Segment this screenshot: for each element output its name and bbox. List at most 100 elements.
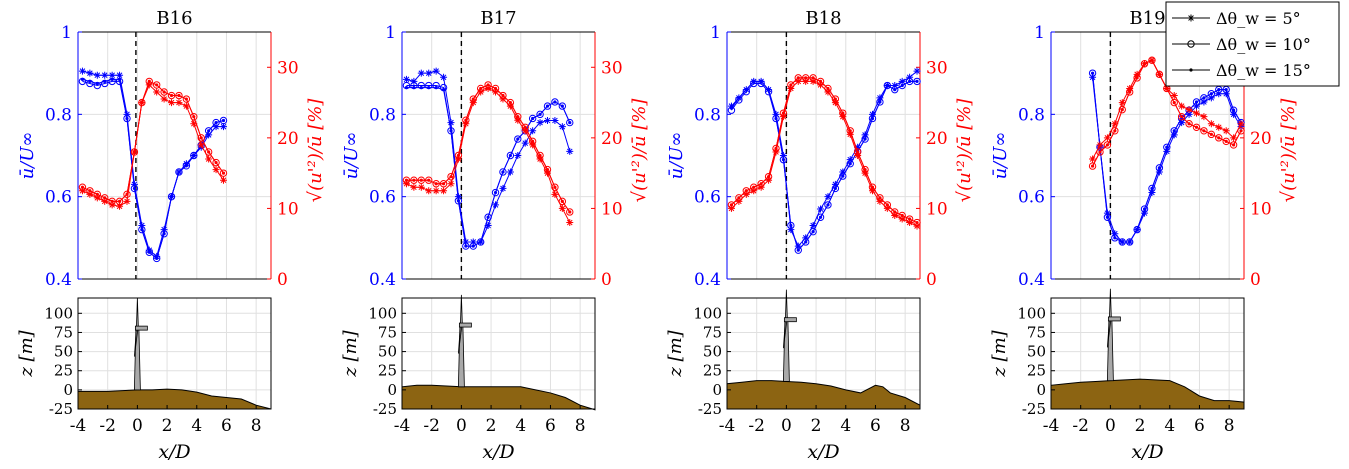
turbulence-data-point — [868, 183, 877, 191]
right-axis-label: √(u'²)/ū [%] — [1278, 98, 1299, 203]
turbulence-data-point — [1098, 150, 1102, 154]
velocity-data-point — [427, 85, 431, 90]
velocity-data-point — [419, 85, 423, 90]
right-tick-label: 20 — [277, 129, 299, 149]
velocity-series-line — [82, 80, 224, 260]
z-axis-label: z [m] — [340, 329, 361, 377]
turbulence-data-point — [1237, 120, 1245, 128]
bottom-axes-frame — [1050, 297, 1245, 410]
left-tick-label: 0.4 — [694, 270, 721, 290]
turbulence-data-point — [1180, 115, 1184, 119]
turbulence-series-line — [82, 80, 224, 202]
velocity-data-point — [1148, 184, 1156, 193]
velocity-data-point — [1222, 90, 1230, 98]
z-tick-label: 100 — [368, 304, 397, 322]
x-tick-label: 2 — [811, 416, 822, 436]
left-tick-label: 0.6 — [694, 188, 721, 208]
velocity-data-point — [417, 69, 425, 77]
terrain-profile — [77, 388, 272, 410]
turbulence-data-point — [221, 171, 226, 175]
velocity-data-point — [553, 100, 557, 104]
x-tick-label: 2 — [1135, 416, 1146, 436]
turbulence-data-point — [169, 93, 174, 98]
velocity-data-point — [412, 85, 416, 90]
turbulence-data-point — [207, 150, 211, 154]
velocity-data-point — [833, 186, 837, 191]
turbulence-data-point — [486, 83, 490, 87]
turbulence-data-point — [757, 180, 765, 188]
panel-title: B16 — [156, 8, 192, 29]
turbulence-data-point — [779, 109, 788, 117]
turbulence-data-point — [883, 201, 892, 209]
turbulence-data-point — [160, 95, 168, 103]
velocity-data-point — [182, 162, 191, 170]
x-tick-label: -4 — [719, 416, 736, 436]
velocity-data-point — [824, 193, 832, 201]
velocity-data-point — [1172, 129, 1176, 133]
z-tick-label: 50 — [703, 343, 722, 361]
velocity-data-point — [175, 168, 183, 176]
velocity-data-point — [558, 123, 566, 131]
velocity-data-point — [152, 254, 161, 263]
turbulence-data-point — [427, 178, 431, 182]
velocity-series-line — [731, 70, 918, 247]
bottom-axes-frame — [401, 297, 596, 410]
velocity-data-point — [870, 116, 875, 121]
x-axis-label: x/D — [158, 441, 190, 463]
turbine-blade-up — [135, 297, 139, 330]
legend: Δθ_w = 5° Δθ_w = 10° Δθ_w = 15° — [1165, 1, 1340, 87]
turbulence-data-point — [1177, 112, 1186, 121]
velocity-data-point — [1229, 106, 1238, 114]
turbulence-series-line — [731, 77, 918, 223]
turbulence-data-point — [125, 192, 129, 196]
turbulence-data-point — [566, 208, 574, 216]
velocity-data-point — [108, 71, 116, 79]
turbulence-data-point — [95, 192, 99, 196]
turbulence-data-point — [88, 189, 92, 193]
velocity-data-point — [501, 170, 505, 174]
velocity-data-point — [155, 256, 159, 261]
velocity-data-point — [447, 119, 455, 127]
right-tick-label: 0 — [277, 270, 288, 290]
turbulence-data-point — [1103, 141, 1112, 149]
left-tick-label: 0.6 — [1018, 188, 1045, 208]
bottom-axes-frame — [726, 297, 921, 410]
turbulence-data-point — [870, 185, 875, 189]
velocity-data-point — [212, 118, 220, 127]
x-tick-label: 8 — [575, 416, 586, 436]
x-tick-label: 0 — [132, 416, 143, 436]
velocity-data-point — [514, 135, 522, 143]
velocity-data-point — [1141, 209, 1149, 217]
velocity-data-point — [781, 158, 786, 162]
turbine-tower — [133, 328, 141, 391]
turbulence-data-point — [816, 77, 825, 86]
turbulence-series-line — [82, 80, 224, 202]
velocity-data-point — [1150, 186, 1154, 191]
velocity-data-point — [78, 67, 86, 75]
velocity-data-point — [529, 127, 537, 135]
velocity-data-point — [1157, 166, 1161, 170]
velocity-data-point — [145, 248, 153, 256]
right-tick-label: 10 — [277, 199, 299, 219]
turbulence-data-point — [1207, 130, 1216, 139]
turbulence-data-point — [1215, 123, 1223, 131]
x-tick-label: 4 — [1164, 416, 1175, 436]
turbulence-data-point — [727, 201, 736, 209]
turbulence-data-point — [1207, 120, 1215, 128]
velocity-data-point — [824, 201, 832, 209]
turbulence-data-point — [528, 137, 537, 146]
velocity-series-line — [731, 80, 918, 252]
turbine-blade-up — [784, 289, 788, 321]
turbulence-data-point — [1089, 155, 1097, 163]
right-tick-label: 0 — [926, 270, 937, 290]
turbine-blade-up — [459, 294, 463, 326]
velocity-data-point — [885, 83, 889, 88]
velocity-data-point — [456, 199, 461, 203]
turbulence-data-point — [1157, 72, 1161, 76]
velocity-data-point — [101, 71, 109, 79]
velocity-data-point — [538, 112, 542, 116]
turbulence-data-point — [93, 190, 102, 199]
velocity-data-point — [759, 79, 763, 83]
velocity-data-point — [493, 190, 498, 195]
velocity-data-point — [737, 96, 741, 100]
